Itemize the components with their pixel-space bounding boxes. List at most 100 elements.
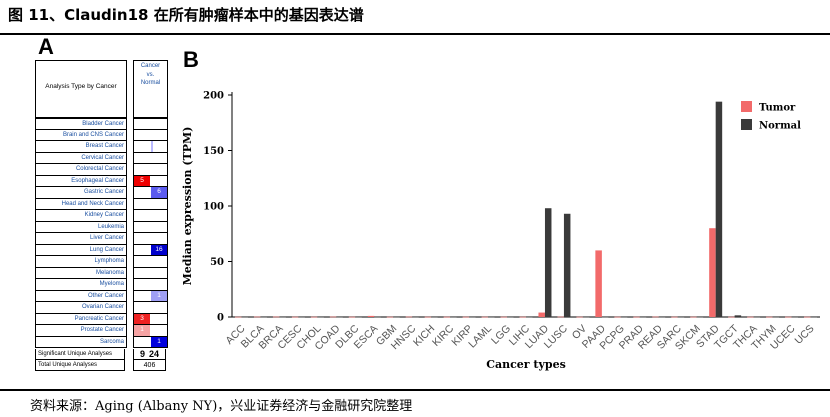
bar-normal [450,316,457,318]
cancer-vs-normal-row [134,141,167,153]
cancer-vs-normal-row [134,222,167,233]
under-expression-cell [151,233,167,244]
over-expression-cell [134,153,150,164]
bar-tumor [348,316,356,318]
cancer-name: Other Cancer [87,292,124,299]
cancer-vs-normal-row [134,118,167,130]
bar-tumor [386,316,394,318]
cancer-name: Colorectal Cancer [75,166,124,172]
bar-tumor [633,316,640,318]
over-expression-cell [134,337,150,348]
under-expression-cell [151,153,167,164]
cancer-row: Kidney Cancer [36,210,126,222]
cancer-row: Gastric Cancer [36,187,126,199]
header-right-line-3: Normal [140,80,161,86]
over-expression-cell [134,130,150,141]
cancer-vs-normal-row: 1 [134,325,167,337]
under-expression-cell [151,141,153,152]
cancer-name: Gastric Cancer [83,189,124,195]
bar-normal [563,213,571,317]
cancer-name: Pancreatic Cancer [74,315,124,322]
bar-tumor [671,316,678,318]
cancer-row: Cervical Cancer [36,153,126,164]
bar-tumor [272,316,280,318]
cancer-vs-normal-row: 6 [134,187,167,199]
cancer-vs-normal-header: Cancer vs. Normal [133,60,168,118]
under-expression-cell [151,199,167,210]
cancer-vs-normal-row [134,210,167,222]
analysis-type-header: Analysis Type by Cancer [35,60,127,118]
bar-normal [393,316,400,318]
cancer-row: Head and Neck Cancer [36,199,126,210]
under-expression-cell: 6 [151,187,167,198]
summary-right-count: 24 [148,349,159,359]
source-note: 资料来源：Aging (Albany NY)，兴业证券经济与金融研究院整理 [30,399,413,414]
over-expression-cell [134,164,150,175]
bar-tumor [253,316,261,318]
cancer-vs-normal-row: 1 [134,336,167,348]
cancer-name: Kidney Cancer [84,212,124,218]
bar-normal [677,316,685,318]
bar-tumor [538,312,545,317]
cancer-vs-normal-row: 16 [134,244,167,256]
bar-tumor [519,316,526,318]
over-expression-cell [134,187,150,198]
cancer-vs-normal-row [134,256,167,268]
oncomine-table: Analysis Type by Cancer Bladder Cancer Br… [35,60,168,376]
under-expression-cell [151,314,167,325]
over-expression-cell [134,210,150,221]
cancer-name-list: Bladder Cancer Brain and CNS Cancer Breast… [35,118,127,348]
under-expression-cell [151,119,167,130]
over-expression-cell [134,245,150,256]
bar-tumor [329,316,337,318]
over-expression-cell: 1 [134,325,150,336]
bar-normal [620,316,628,318]
cancer-vs-normal-row [134,233,167,245]
y-tick-label: 0 [217,313,224,324]
bar-normal [355,316,362,318]
bar-tumor [443,316,451,318]
bar-normal [544,208,552,317]
cancer-vs-normal-column: Cancer vs. Normal 5 6 16 1 3 1 1 9 24 406 [133,60,168,376]
legend-swatch-normal [741,119,752,130]
cancer-vs-normal-row: 3 [134,313,167,325]
under-expression-cell [151,268,167,279]
summary-value: 9 24 [133,349,166,360]
under-expression-cell [151,164,167,175]
bar-tumor [690,316,697,318]
cancer-name: Sarcoma [99,338,124,345]
summary-label: Significant Unique Analyses [35,349,125,360]
cancer-row: Prostate Cancer [36,325,126,337]
bar-tumor [614,316,621,318]
cancer-vs-normal-row: 1 [134,290,167,302]
over-expression-cell [134,256,150,267]
cancer-name: Lung Cancer [89,246,124,253]
cancer-vs-normal-row [134,302,167,314]
over-expression-cell [134,233,150,244]
bar-normal [810,316,818,318]
header-right-line-2: vs. [146,71,155,78]
bar-tumor [367,315,375,317]
over-expression-cell: 5 [134,175,150,186]
cancer-name: Brain and CNS Cancer [62,131,124,138]
y-tick-label: 100 [203,202,224,213]
bar-normal [772,316,780,318]
cancer-vs-normal-row [134,153,167,164]
bar-tumor [500,316,508,318]
cancer-vs-normal-row [134,164,167,176]
cancer-name: Esophageal Cancer [71,177,124,184]
bar-normal [279,316,286,318]
bar-normal [336,316,343,318]
bar-tumor [785,316,792,318]
under-expression-cell: 1 [151,290,167,301]
y-tick-label: 50 [210,257,224,268]
bar-tumor [462,316,470,318]
bar-tumor [766,316,773,318]
bar-tumor [709,228,716,317]
bar-normal [658,316,666,318]
bar-normal [298,316,305,318]
bar-tumor [652,316,659,318]
bar-tumor [291,316,299,318]
bar-tumor [728,316,735,318]
